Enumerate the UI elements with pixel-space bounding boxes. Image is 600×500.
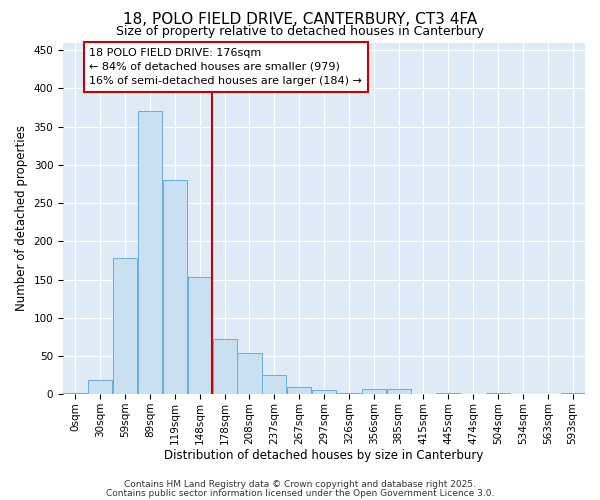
X-axis label: Distribution of detached houses by size in Canterbury: Distribution of detached houses by size … [164, 450, 484, 462]
Bar [362, 389, 386, 394]
Text: 18 POLO FIELD DRIVE: 176sqm
← 84% of detached houses are smaller (979)
16% of se: 18 POLO FIELD DRIVE: 176sqm ← 84% of det… [89, 48, 362, 86]
Bar [238, 353, 262, 394]
Text: Contains public sector information licensed under the Open Government Licence 3.: Contains public sector information licen… [106, 488, 494, 498]
Bar [312, 390, 336, 394]
Bar [486, 392, 510, 394]
Bar [163, 180, 187, 394]
Bar [287, 388, 311, 394]
Bar [64, 392, 88, 394]
Bar [262, 375, 286, 394]
Text: 18, POLO FIELD DRIVE, CANTERBURY, CT3 4FA: 18, POLO FIELD DRIVE, CANTERBURY, CT3 4F… [123, 12, 477, 28]
Y-axis label: Number of detached properties: Number of detached properties [15, 126, 28, 312]
Bar [386, 389, 410, 394]
Bar [212, 339, 236, 394]
Bar [88, 380, 112, 394]
Text: Size of property relative to detached houses in Canterbury: Size of property relative to detached ho… [116, 25, 484, 38]
Text: Contains HM Land Registry data © Crown copyright and database right 2025.: Contains HM Land Registry data © Crown c… [124, 480, 476, 489]
Bar [113, 258, 137, 394]
Bar [337, 392, 361, 394]
Bar [138, 112, 162, 394]
Bar [560, 392, 584, 394]
Bar [188, 277, 212, 394]
